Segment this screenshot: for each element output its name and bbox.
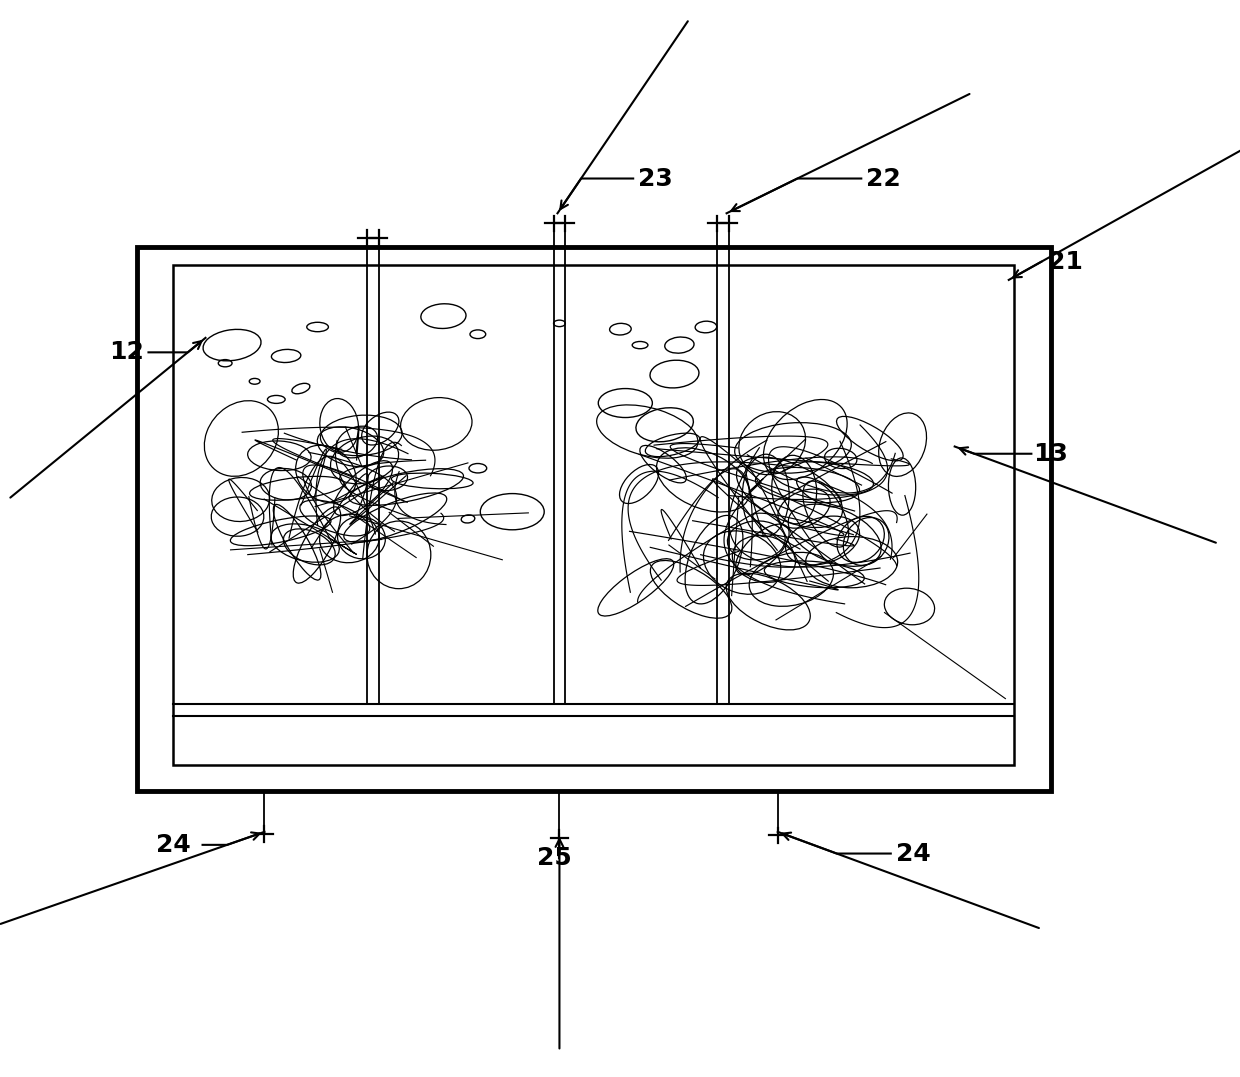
Text: 21: 21 xyxy=(1048,250,1083,274)
Text: 12: 12 xyxy=(109,340,144,364)
Text: 23: 23 xyxy=(639,167,673,191)
Text: 24: 24 xyxy=(156,833,191,857)
Bar xyxy=(136,248,1052,791)
Bar xyxy=(174,265,1013,765)
Text: 24: 24 xyxy=(895,841,930,866)
Text: 13: 13 xyxy=(1033,442,1068,465)
Text: 25: 25 xyxy=(537,845,572,870)
Text: 22: 22 xyxy=(867,167,901,191)
